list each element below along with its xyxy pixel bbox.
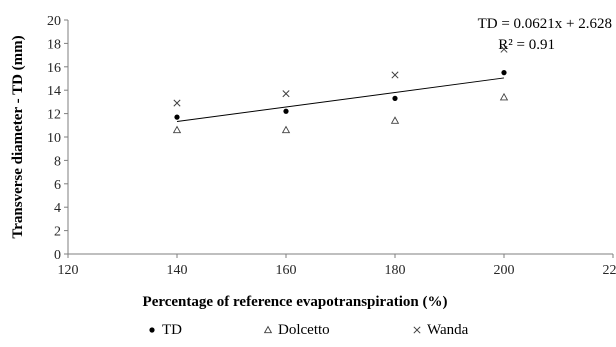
series-dolcetto <box>172 92 509 134</box>
trendline-layer <box>176 77 505 123</box>
legend: TD Dolcetto Wanda <box>149 322 469 338</box>
x-axis-title: Percentage of reference evapotranspirati… <box>143 294 448 310</box>
legend-label-td: TD <box>162 322 182 338</box>
data-point-dolcetto <box>499 92 509 101</box>
x-tick-label: 160 <box>276 263 297 278</box>
y-tick-label: 10 <box>47 131 61 146</box>
y-tick-label: 20 <box>47 14 61 29</box>
y-tick-label: 16 <box>47 61 61 76</box>
data-points <box>172 45 509 134</box>
legend-marker-wanda <box>413 326 421 334</box>
trendline-r-squared: R² = 0.91 <box>498 37 555 53</box>
x-tick-labels: 120 140 160 180 200 220 <box>58 254 616 278</box>
x-tick-label: 180 <box>385 263 406 278</box>
x-tick-label: 120 <box>58 263 79 278</box>
y-axis-title: Transverse diameter - TD (mm) <box>10 35 26 238</box>
data-point-wanda <box>391 71 399 79</box>
data-point-dolcetto <box>172 125 182 134</box>
data-point-wanda <box>173 99 181 107</box>
y-tick-label: 0 <box>54 248 61 263</box>
data-point-wanda <box>500 45 508 53</box>
linear-trendline <box>176 77 505 123</box>
legend-marker-dolcetto <box>263 325 273 334</box>
data-point-td <box>501 70 507 76</box>
legend-marker-td <box>149 327 155 333</box>
data-point-dolcetto <box>281 125 291 134</box>
y-tick-label: 14 <box>47 84 61 99</box>
series-wanda <box>173 45 508 107</box>
legend-label-dolcetto: Dolcetto <box>278 322 330 338</box>
y-tick-label: 4 <box>54 201 61 216</box>
y-tick-label: 8 <box>54 154 61 169</box>
data-point-wanda <box>282 90 290 98</box>
legend-item-wanda: Wanda <box>413 322 469 338</box>
x-tick-label: 220 <box>603 263 616 278</box>
legend-item-dolcetto: Dolcetto <box>263 322 330 338</box>
x-tick-label: 140 <box>167 263 188 278</box>
y-tick-label: 12 <box>47 108 61 123</box>
data-point-dolcetto <box>390 116 400 124</box>
axes <box>67 20 613 255</box>
y-tick-label: 6 <box>54 178 61 193</box>
data-point-td <box>283 108 289 114</box>
legend-label-wanda: Wanda <box>427 322 469 338</box>
y-tick-label: 18 <box>47 37 61 52</box>
y-tick-labels: 0 2 4 6 8 10 12 14 16 18 20 <box>47 14 68 263</box>
trendline-equation: TD = 0.0621x + 2.628 <box>478 16 612 32</box>
data-point-td <box>392 95 398 101</box>
data-point-td <box>174 114 180 120</box>
series-td <box>174 70 507 120</box>
legend-item-td: TD <box>149 322 182 338</box>
y-tick-label: 2 <box>54 225 61 240</box>
x-tick-label: 200 <box>494 263 515 278</box>
